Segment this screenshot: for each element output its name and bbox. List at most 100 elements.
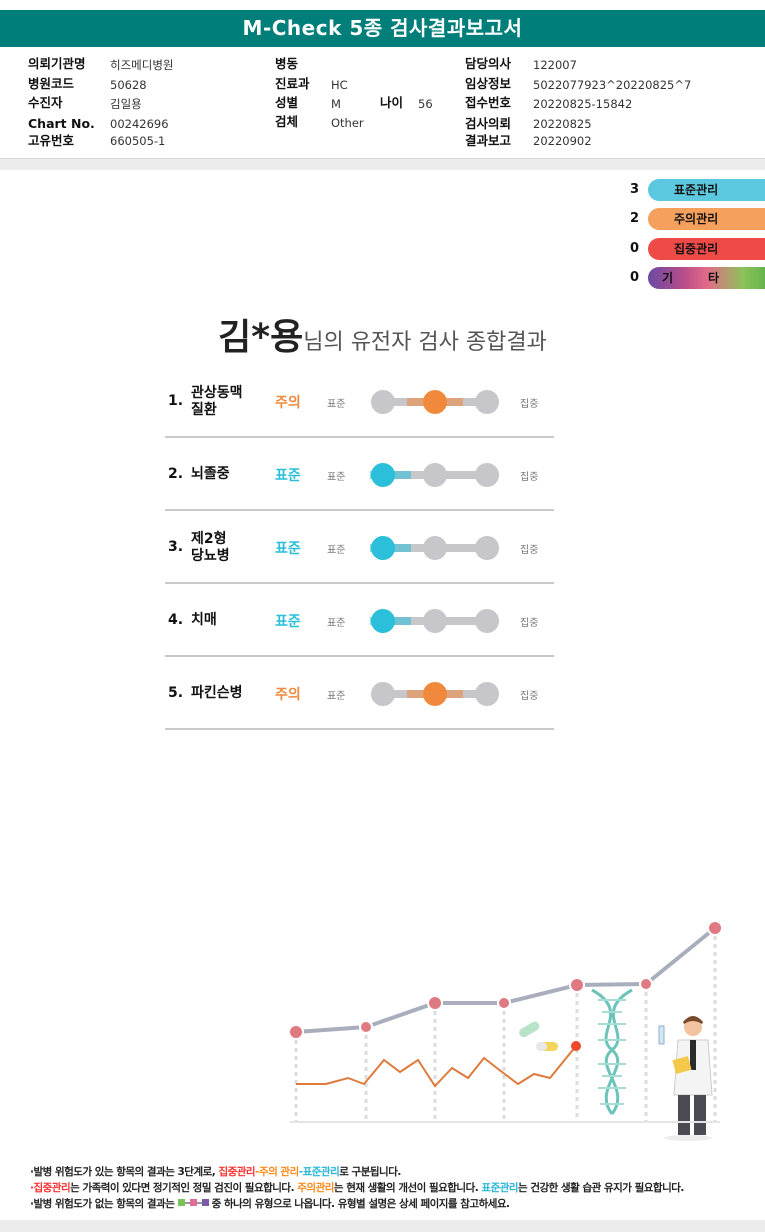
summary-etc-label: 기 타	[648, 267, 765, 289]
disease-name: 파킨슨병	[191, 685, 243, 701]
result-number: 2.	[168, 466, 184, 482]
chart-value: 00242696	[110, 117, 169, 131]
trend-line	[295, 926, 717, 1034]
trend-points	[288, 920, 723, 1040]
clinical-value: 5022077923^20220825^7	[533, 78, 692, 92]
summary-caution-count: 2	[630, 211, 640, 226]
result-heading: 김*용님의 유전자 검사 종합결과	[0, 308, 765, 360]
summary-focus-label: 집중관리	[648, 238, 765, 260]
result-status: 표준	[275, 468, 301, 484]
scale-low-label: 표준	[327, 691, 346, 702]
institution-label: 의뢰기관명	[28, 56, 86, 71]
track-node-1	[371, 536, 395, 560]
result-row: 1. 관상동맥 질환 주의 표준 집중	[165, 365, 554, 438]
note-1-focus: 집중관리	[218, 1166, 256, 1178]
disease-name: 뇌졸중	[191, 466, 230, 482]
test-date-value: 20220825	[533, 117, 592, 131]
orange-line-end	[571, 1041, 581, 1051]
result-row: 2. 뇌졸중 표준 표준 집중	[165, 438, 554, 511]
note-2-standard: 표준관리	[481, 1181, 519, 1194]
patient-info: 의뢰기관명 히즈메디병원 병원코드 50628 수진자 김일용 Chart No…	[0, 0, 765, 155]
sex-value: M	[331, 97, 341, 111]
risk-level-track	[370, 609, 499, 633]
summary-etc-label-first: 기	[662, 271, 674, 285]
result-status: 주의	[275, 395, 301, 411]
scale-high-label: 집중	[520, 691, 539, 702]
type-swatch-icons	[177, 1196, 209, 1212]
result-row: 4. 치매 표준 표준 집중	[165, 584, 554, 657]
note-1-standard: 표준관리	[302, 1166, 340, 1178]
scale-low-label: 표준	[327, 472, 346, 483]
summary-standard: 3 표준관리	[630, 179, 765, 201]
bottom-band	[0, 1220, 765, 1232]
result-status: 표준	[275, 614, 301, 630]
scale-low-label: 표준	[327, 618, 346, 629]
doctor-value: 122007	[533, 58, 577, 72]
result-number: 3.	[168, 539, 184, 555]
result-number: 5.	[168, 685, 184, 701]
scale-high-label: 집중	[520, 472, 539, 483]
note-line-3: ·발병 위험도가 없는 항목의 결과는 중 하나의 유형으로 나옵니다. 유형별…	[30, 1196, 684, 1212]
summary-caution-label: 주의관리	[648, 208, 765, 230]
summary-focus: 0 집중관리	[630, 238, 765, 260]
note-2-b: 는 현재 생활의 개선이 필요합니다.	[333, 1181, 482, 1194]
track-node-2	[423, 682, 447, 706]
summary-etc-count: 0	[630, 270, 640, 285]
scale-high-label: 집중	[520, 545, 539, 556]
hospital-code-label: 병원코드	[28, 76, 75, 91]
note-2-focus: ·집중관리	[30, 1181, 71, 1194]
disease-name: 제2형 당뇨병	[191, 531, 230, 564]
note-2-a: 는 가족력이 있다면 정기적인 정밀 검진이 필요합니다.	[70, 1181, 298, 1194]
risk-level-track	[371, 682, 499, 706]
patient-label: 수진자	[28, 95, 63, 110]
risk-level-track	[370, 536, 499, 560]
scale-high-label: 집중	[520, 618, 539, 629]
track-node-1	[371, 390, 395, 414]
scale-low-label: 표준	[327, 545, 346, 556]
track-node-2	[423, 463, 447, 487]
track-node-1	[371, 682, 395, 706]
result-number: 4.	[168, 612, 184, 628]
receipt-label: 접수번호	[465, 95, 512, 110]
note-3-b: 중 하나의 유형으로 나옵니다. 유형별 설명은 상세 페이지를 참고하세요.	[208, 1197, 510, 1210]
track-node-2	[423, 536, 447, 560]
summary-standard-label: 표준관리	[648, 179, 765, 201]
result-number: 1.	[168, 393, 184, 409]
note-1-caution: 주의 관리	[258, 1166, 299, 1178]
section-separator	[0, 158, 765, 170]
disease-name: 치매	[191, 612, 217, 628]
result-row: 5. 파킨슨병 주의 표준 집중	[165, 657, 554, 730]
dna-helix	[591, 988, 633, 1115]
report-date-label: 결과보고	[465, 133, 512, 148]
track-node-2	[423, 609, 447, 633]
note-2-c: 는 건강한 생활 습관 유지가 필요합니다.	[518, 1181, 684, 1194]
scale-high-label: 집중	[520, 399, 539, 410]
patient-masked-name: 김*용	[218, 317, 304, 358]
note-1-sep2: -	[298, 1166, 303, 1178]
chart-label: Chart No.	[28, 116, 95, 131]
doctor-label: 담당의사	[465, 56, 512, 71]
dna-rungs	[598, 999, 626, 1105]
summary-etc: 0 기 타	[630, 267, 765, 289]
dashed-columns	[294, 928, 717, 1122]
result-notes: ·발병 위험도가 있는 항목의 결과는 3단계로, 집중관리-주의 관리-표준관…	[30, 1165, 684, 1212]
track-node-3	[475, 463, 499, 487]
summary-focus-count: 0	[630, 241, 640, 256]
summary-caution: 2 주의관리	[630, 208, 765, 230]
patient-value: 김일용	[110, 97, 142, 111]
sex-label: 성별	[275, 95, 299, 110]
note-line-2: ·집중관리는 가족력이 있다면 정기적인 정밀 검진이 필요합니다. 주의관리는…	[30, 1181, 684, 1197]
track-node-3	[475, 390, 499, 414]
track-node-3	[475, 609, 499, 633]
receipt-value: 20220825-15842	[533, 97, 633, 111]
scale-low-label: 표준	[327, 399, 346, 410]
summary-etc-label-second: 타	[708, 271, 720, 285]
specimen-value: Other	[331, 116, 364, 130]
track-node-3	[475, 536, 499, 560]
risk-level-track	[371, 390, 499, 414]
dept-label: 진료과	[275, 76, 310, 91]
note-2-caution: 주의관리	[297, 1181, 334, 1194]
track-node-3	[475, 682, 499, 706]
track-node-1	[371, 609, 395, 633]
ward-label: 병동	[275, 56, 299, 71]
